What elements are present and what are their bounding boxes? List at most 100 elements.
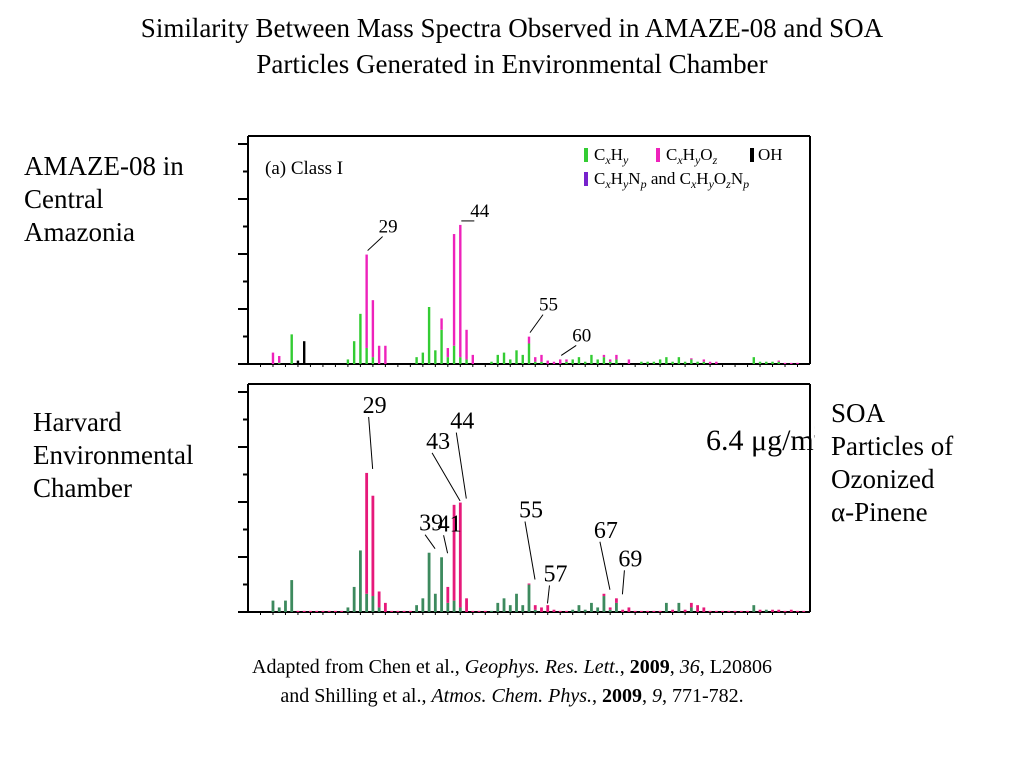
- bottom-peak-label-67: 67: [594, 518, 618, 544]
- top-bar-mz-66-cxhy: [596, 359, 599, 364]
- label-harvard-line-1: Harvard: [33, 407, 122, 437]
- top-bar-mz-26-cxhy: [346, 359, 350, 364]
- top-bar-mz-76-cxhy: [658, 359, 662, 364]
- top-bar-mz-27-cxhy: [352, 341, 356, 364]
- bottom-bar-mz-83-chamber_oxygenated: [702, 607, 706, 612]
- bottom-bar-mz-30-chamber_hydrocarbon: [371, 596, 375, 612]
- top-bar-mz-18-oh: [296, 360, 300, 364]
- bottom-bar-mz-76-chamber_oxygenated: [658, 610, 662, 612]
- bottom-bar-mz-87-chamber_oxygenated: [727, 610, 731, 612]
- bottom-bar-mz-52-chamber_hydrocarbon: [508, 605, 512, 612]
- bottom-peak-label-57: 57: [543, 561, 567, 587]
- top-bar-mz-38-cxhy: [421, 352, 425, 364]
- top-bar-mz-31-cxhyoz: [377, 345, 381, 364]
- top-bar-mz-74-cxhy: [646, 361, 649, 364]
- top-bar-mz-52-cxhy: [509, 359, 512, 364]
- citation-1-volume: 36: [679, 656, 700, 678]
- title-line-2: Particles Generated in Environmental Cha…: [256, 49, 768, 79]
- bottom-bar-mz-43-chamber_oxygenated: [452, 504, 456, 601]
- bottom-peak-label-69: 69: [618, 546, 642, 572]
- bottom-bar-mz-75-chamber_oxygenated: [652, 610, 656, 612]
- bottom-bar-mz-65-chamber_hydrocarbon: [590, 602, 593, 612]
- bottom-bar-mz-90-chamber_oxygenated: [746, 610, 749, 612]
- bottom-bar-mz-40-chamber_hydrocarbon: [433, 593, 437, 612]
- concentration-annotation: 6.4 μg/m3: [706, 422, 815, 457]
- top-bar-mz-43-cxhyoz: [452, 234, 456, 346]
- bottom-bar-mz-44-chamber_hydrocarbon: [458, 607, 462, 612]
- top-bar-mz-43-cxhy: [452, 345, 456, 364]
- top-bar-mz-54-cxhy: [521, 354, 524, 364]
- bottom-bar-mz-35-chamber_oxygenated: [402, 610, 406, 612]
- citation-1-year: 2009: [629, 656, 670, 678]
- bottom-bar-mz-73-chamber_oxygenated: [640, 610, 643, 612]
- bottom-peak-leader-29: [368, 416, 374, 469]
- bottom-bar-mz-67-chamber_oxygenated: [602, 593, 606, 597]
- top-bar-mz-91-cxhy: [752, 357, 755, 364]
- bottom-peak-label-39: 39: [419, 511, 443, 537]
- citation-1-journal: Geophys. Res. Lett.: [464, 656, 620, 678]
- bottom-bar-mz-27-chamber_hydrocarbon: [352, 586, 356, 612]
- bottom-bar-mz-86-chamber_oxygenated: [721, 610, 724, 612]
- bottom-bar-mz-49-chamber_hydrocarbon: [490, 610, 493, 612]
- bottom-peak-leader-67: [599, 541, 611, 590]
- top-peak-label-29: 29: [379, 217, 398, 238]
- label-soa-line-4: α-Pinene: [831, 497, 928, 527]
- bottom-bar-mz-38-chamber_hydrocarbon: [421, 598, 425, 612]
- bottom-bar-mz-89-chamber_oxygenated: [739, 610, 743, 612]
- top-bar-mz-29-cxhyoz: [365, 254, 368, 349]
- label-soa-line-3: Ozonized: [831, 464, 935, 494]
- bottom-bar-mz-71-chamber_oxygenated: [627, 607, 631, 612]
- top-bar-mz-69-cxhyoz: [615, 354, 618, 360]
- top-bar-mz-45-cxhyoz: [465, 329, 468, 360]
- bottom-bar-mz-98-chamber_oxygenated: [796, 610, 799, 612]
- bottom-peak-leader-43: [431, 452, 461, 502]
- top-bar-mz-37-cxhy: [415, 357, 418, 364]
- legend-label-oh: OH: [758, 145, 783, 164]
- top-bar-mz-50-cxhy: [496, 354, 499, 364]
- top-bar-mz-49-cxhy: [490, 361, 493, 364]
- top-bar-mz-84-cxhyoz: [708, 361, 712, 364]
- top-bar-mz-56-cxhyoz: [534, 357, 537, 362]
- bottom-bar-mz-84-chamber_oxygenated: [708, 610, 712, 612]
- top-bar-mz-93-cxhy: [765, 361, 768, 364]
- bottom-bar-mz-22-chamber_oxygenated: [321, 610, 325, 612]
- bottom-bar-mz-80-chamber_oxygenated: [683, 609, 687, 612]
- bottom-bar-mz-58-chamber_oxygenated: [546, 605, 550, 612]
- top-peak-leader-55: [529, 314, 544, 333]
- top-bar-mz-77-cxhy: [665, 357, 668, 364]
- bottom-bar-mz-59-chamber_oxygenated: [552, 609, 556, 612]
- top-bar-mz-44-cxhyoz: [459, 224, 462, 358]
- citation-1-sep-1: ,: [619, 656, 630, 678]
- bottom-bar-mz-44-chamber_oxygenated: [458, 502, 462, 608]
- top-bar-mz-60-cxhyoz: [559, 359, 562, 364]
- top-bar-mz-67-cxhyoz: [602, 354, 606, 358]
- top-bar-mz-80-cxhy: [683, 361, 687, 364]
- top-bar-mz-41-cxhy: [440, 329, 443, 364]
- label-amaze-08-line-1: AMAZE-08 in: [24, 151, 184, 181]
- bottom-peak-leader-57: [546, 585, 550, 604]
- bottom-bar-mz-21-chamber_oxygenated: [315, 610, 319, 612]
- bottom-bar-mz-31-chamber_hydrocarbon: [377, 607, 381, 612]
- top-bar-mz-68-cxhyoz: [608, 359, 612, 362]
- top-peak-label-44: 44: [470, 201, 490, 222]
- bottom-bar-mz-42-chamber_oxygenated: [446, 586, 450, 603]
- bottom-bar-mz-54-chamber_hydrocarbon: [521, 605, 525, 612]
- bottom-bar-mz-18-chamber_oxygenated: [296, 610, 300, 612]
- bottom-bar-mz-94-chamber_oxygenated: [771, 609, 774, 612]
- top-bar-mz-71-cxhyoz: [627, 359, 631, 364]
- top-bar-mz-78-cxhy: [671, 361, 674, 364]
- bottom-bar-mz-16-chamber_hydrocarbon: [284, 600, 287, 612]
- legend-label-cxhyoz: CxHyOz: [666, 145, 718, 167]
- bottom-peak-leader-55: [524, 521, 536, 580]
- citation-line-2: and Shilling et al., Atmos. Chem. Phys.,…: [20, 682, 1004, 711]
- top-bar-mz-81-cxhyoz: [690, 358, 693, 360]
- top-bar-mz-58-cxhyoz: [546, 360, 549, 364]
- bottom-bar-mz-47-chamber_oxygenated: [477, 610, 481, 612]
- top-bar-mz-57-cxhy: [540, 361, 543, 364]
- top-bar-mz-97-cxhyoz: [790, 362, 793, 364]
- bottom-bar-mz-17-chamber_hydrocarbon: [290, 580, 294, 612]
- label-soa-line-2: Particles of: [831, 431, 954, 461]
- bottom-peak-label-44: 44: [450, 409, 474, 435]
- top-bar-mz-30-cxhy: [371, 357, 375, 364]
